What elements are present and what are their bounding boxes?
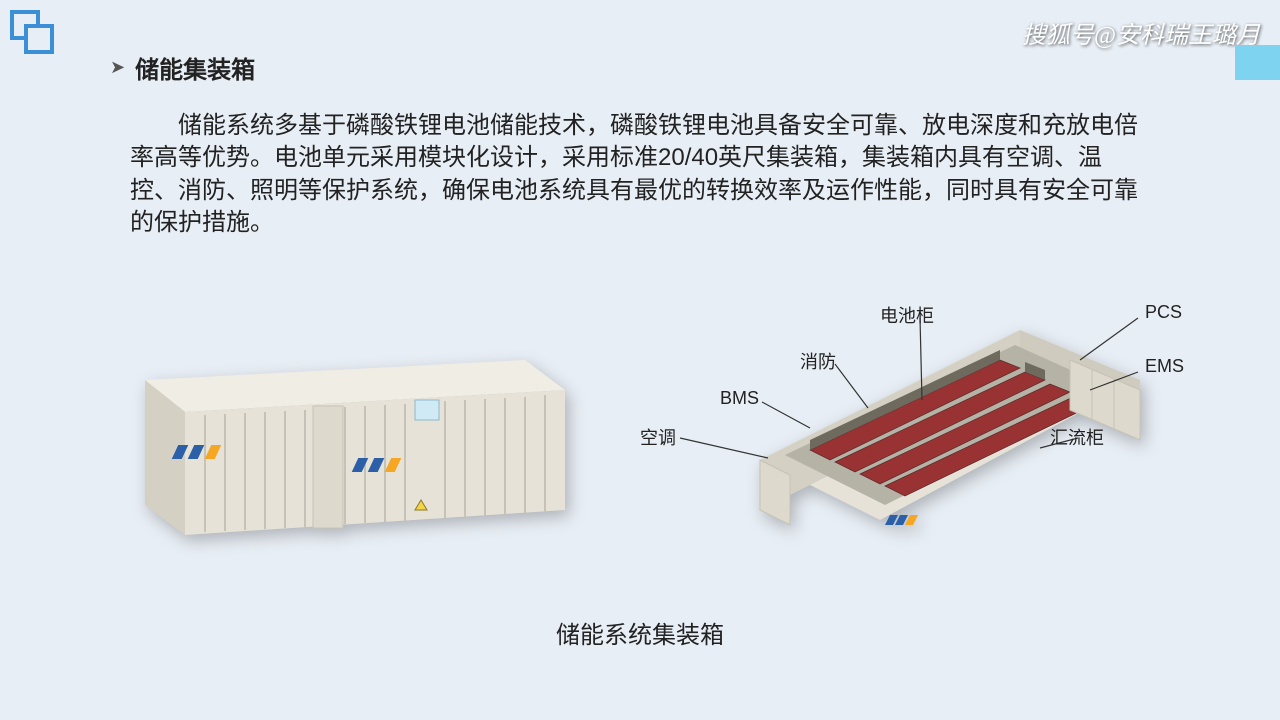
section-heading: ➤ 储能集装箱 [110,50,255,85]
label-battery-cabinet: 电池柜 [880,302,934,328]
corner-squares-icon [10,10,55,55]
watermark-text: 搜狐号@安科瑞王璐月 [1022,15,1260,50]
bullet-icon: ➤ [110,57,125,78]
label-hvac: 空调 [640,424,676,450]
label-pcs: PCS [1145,302,1182,323]
label-fire-suppression: 消防 [800,348,836,374]
leader-lines [0,300,1280,660]
label-combiner: 汇流柜 [1050,424,1104,450]
section-body: 储能系统多基于磷酸铁锂电池储能技术，磷酸铁锂电池具备安全可靠、放电深度和充放电倍… [130,110,1140,240]
section-title: 储能集装箱 [135,50,255,85]
figure-caption: 储能系统集装箱 [0,615,1280,650]
label-bms: BMS [720,388,759,409]
label-ems: EMS [1145,356,1184,377]
accent-block [1235,45,1280,80]
figure-area: 电池柜 消防 BMS 空调 PCS EMS 汇流柜 储能系统集装箱 [0,300,1280,660]
